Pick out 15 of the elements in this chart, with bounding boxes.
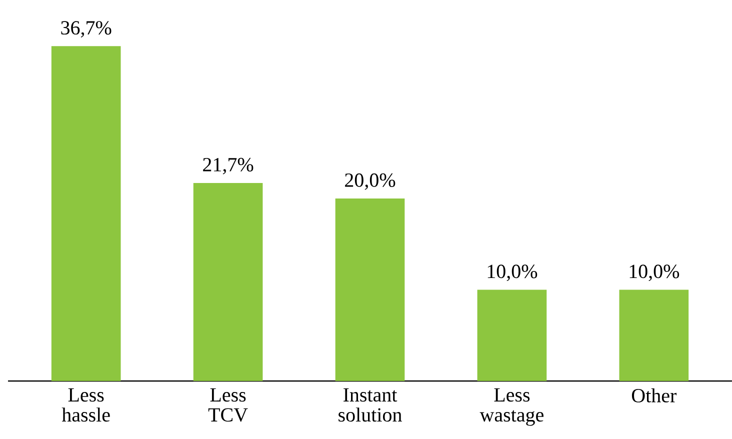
x-tick-label: Other <box>632 388 677 402</box>
data-label: 10,0% <box>488 264 538 282</box>
data-label: 21,7% <box>203 158 254 174</box>
data-label: 10,0% <box>630 264 680 282</box>
bar <box>619 290 689 381</box>
data-label: 36,7% <box>61 21 112 38</box>
bar <box>193 183 263 381</box>
bar <box>477 290 547 381</box>
x-tick-label: Less wastage <box>480 388 544 426</box>
x-tick-label: Less TCV <box>208 388 248 422</box>
data-label: 20,0% <box>345 173 396 190</box>
bar <box>51 46 121 381</box>
x-tick-label: Less hassle <box>62 388 110 422</box>
bar <box>335 198 405 381</box>
x-tick-label: Instant solution <box>338 388 402 422</box>
